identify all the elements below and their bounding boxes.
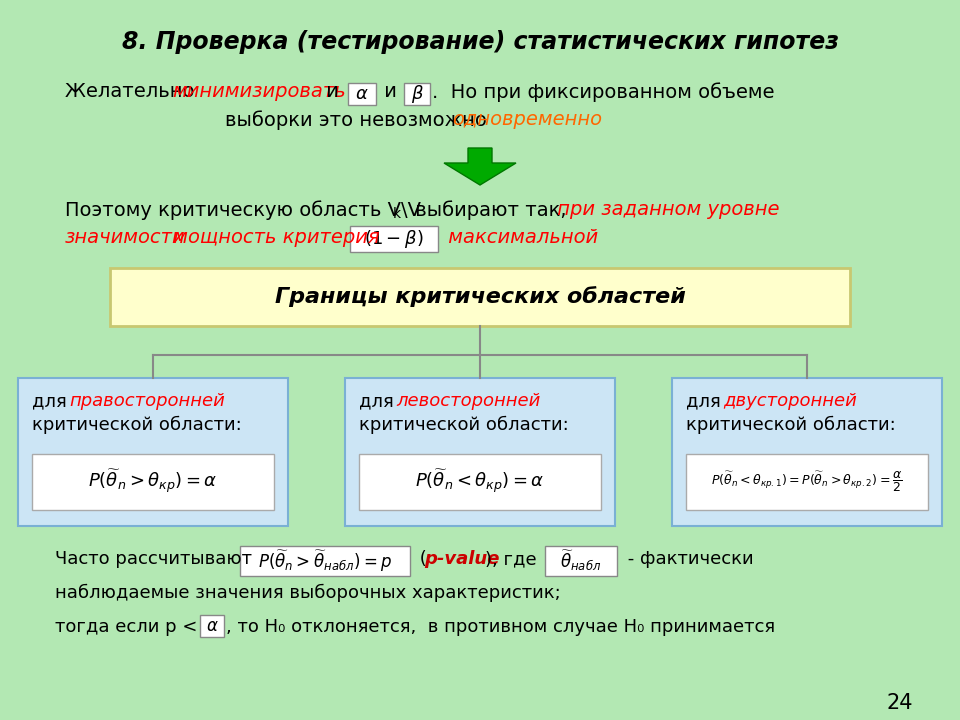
Text: левосторонней: левосторонней (396, 392, 540, 410)
Text: выборки это невозможно: выборки это невозможно (225, 110, 493, 130)
Text: двусторонней: двусторонней (723, 392, 857, 410)
Polygon shape (444, 148, 516, 185)
Text: для: для (686, 392, 727, 410)
Text: $P(\widetilde{\theta}_n > \widetilde{\theta}_{набл}) = p$: $P(\widetilde{\theta}_n > \widetilde{\th… (258, 548, 392, 574)
FancyBboxPatch shape (686, 454, 928, 510)
FancyBboxPatch shape (32, 454, 274, 510)
Text: для: для (32, 392, 73, 410)
Text: критической области:: критической области: (32, 416, 242, 434)
Text: $\alpha$: $\alpha$ (205, 617, 218, 635)
Text: p-value: p-value (424, 550, 499, 568)
Text: одновременно: одновременно (452, 110, 602, 129)
Text: и: и (378, 82, 403, 101)
Text: критической области:: критической области: (686, 416, 896, 434)
Text: тогда если р <: тогда если р < (55, 618, 204, 636)
Text: $\beta$: $\beta$ (411, 83, 423, 105)
Text: выбирают так,: выбирают так, (409, 200, 566, 220)
Text: максимальной: максимальной (442, 228, 598, 247)
Text: Желательно: Желательно (65, 82, 201, 101)
FancyBboxPatch shape (545, 546, 617, 576)
Text: $\widetilde{\theta}_{набл}$: $\widetilde{\theta}_{набл}$ (561, 549, 602, 573)
FancyBboxPatch shape (350, 226, 438, 252)
Text: и: и (320, 82, 346, 101)
Text: $P(\widetilde{\theta}_n < \theta_{кр.1}) = P(\widetilde{\theta}_n > \theta_{кр.2: $P(\widetilde{\theta}_n < \theta_{кр.1})… (711, 470, 902, 494)
FancyBboxPatch shape (240, 546, 410, 576)
Text: ), где: ), где (485, 550, 542, 568)
Text: k: k (393, 207, 401, 221)
FancyBboxPatch shape (110, 268, 850, 326)
Text: 8. Проверка (тестирование) статистических гипотез: 8. Проверка (тестирование) статистически… (122, 30, 838, 54)
Text: наблюдаемые значения выборочных характеристик;: наблюдаемые значения выборочных характер… (55, 584, 561, 602)
Text: Поэтому критическую область V\V: Поэтому критическую область V\V (65, 200, 421, 220)
Text: минимизировать: минимизировать (172, 82, 346, 101)
FancyBboxPatch shape (672, 378, 942, 526)
Text: $\alpha$: $\alpha$ (355, 85, 369, 103)
Text: Границы критических областей: Границы критических областей (275, 287, 685, 307)
FancyBboxPatch shape (200, 615, 224, 637)
FancyBboxPatch shape (18, 378, 288, 526)
FancyBboxPatch shape (348, 83, 376, 105)
Text: $P(\widetilde{\theta}_n > \theta_{кр}) = \alpha$: $P(\widetilde{\theta}_n > \theta_{кр}) =… (88, 468, 218, 496)
Text: .  Но при фиксированном объеме: . Но при фиксированном объеме (432, 82, 775, 102)
Text: $P(\widetilde{\theta}_n < \theta_{кр}) = \alpha$: $P(\widetilde{\theta}_n < \theta_{кр}) =… (416, 468, 544, 496)
Text: правосторонней: правосторонней (69, 392, 225, 410)
Text: значимости: значимости (65, 228, 185, 247)
Text: мощность критерия: мощность критерия (167, 228, 379, 247)
FancyBboxPatch shape (359, 454, 601, 510)
Text: Часто рассчитывают: Часто рассчитывают (55, 550, 263, 568)
Text: 24: 24 (887, 693, 913, 713)
FancyBboxPatch shape (345, 378, 615, 526)
Text: критической области:: критической области: (359, 416, 568, 434)
Text: (: ( (414, 550, 427, 568)
FancyBboxPatch shape (404, 83, 430, 105)
Text: , то H₀ отклоняется,  в противном случае H₀ принимается: , то H₀ отклоняется, в противном случае … (226, 618, 775, 636)
Text: для: для (359, 392, 399, 410)
Text: - фактически: - фактически (622, 550, 754, 568)
Text: $(1 - \beta)$: $(1 - \beta)$ (364, 228, 423, 250)
Text: при заданном уровне: при заданном уровне (551, 200, 780, 219)
